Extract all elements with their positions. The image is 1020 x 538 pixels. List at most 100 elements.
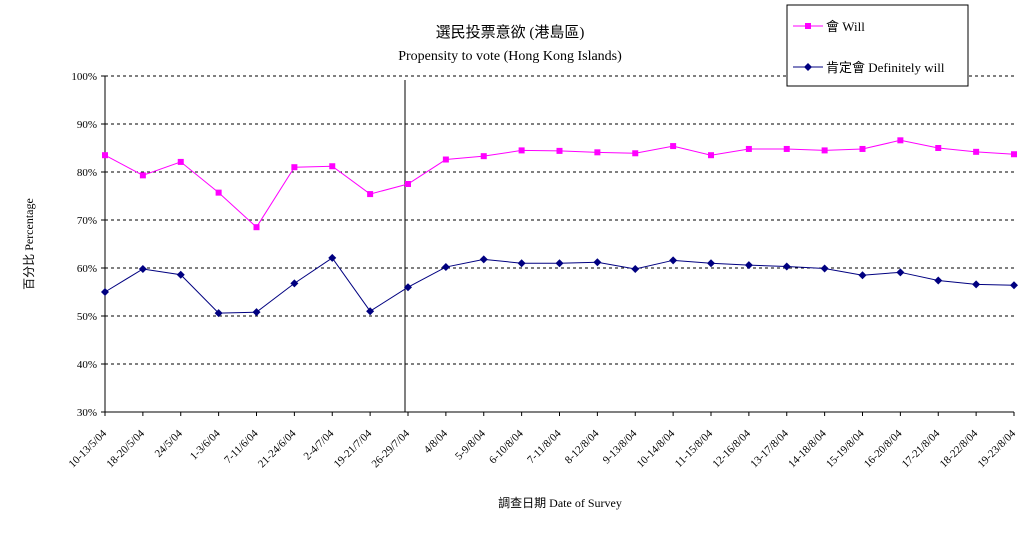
definitely-will-data-point (934, 276, 943, 285)
x-tick-label: 12-16/8/04 (710, 427, 753, 470)
y-tick-label: 80% (77, 167, 97, 179)
x-tick-label: 2-4/7/04 (302, 427, 337, 462)
gridlines (105, 75, 1014, 365)
definitely-will-data-point (896, 268, 905, 277)
x-axis-label: 調查日期 Date of Survey (498, 496, 622, 510)
will-data-point (745, 145, 752, 152)
definitely-will-data-point (744, 261, 753, 270)
will-data-point (367, 191, 374, 198)
x-tick-label: 11-15/8/04 (673, 427, 716, 470)
definitely-will-data-point (290, 279, 299, 288)
x-tick-label: 5-9/8/04 (453, 427, 488, 462)
will-data-point (594, 149, 601, 156)
will-data-point (821, 147, 828, 154)
definitely-will-data-point (593, 258, 602, 267)
legend-will-marker (805, 23, 811, 29)
definitely-will-data-point (404, 283, 412, 292)
legend-definitely-label: 肯定會 Definitely will (826, 60, 945, 75)
definitely-will-data-point (631, 264, 640, 273)
y-tick-labels: 30% 40% 50% 60% 70% 80% 90% 100% (71, 71, 97, 419)
chart-subtitle: Propensity to vote (Hong Kong Islands) (398, 49, 622, 64)
will-data-point (632, 150, 639, 157)
definitely-will-data-point (479, 255, 488, 264)
chart-title: 選民投票意欲 (港島區) (436, 23, 585, 41)
x-tick-label: 4/8/04 (422, 427, 451, 456)
will-data-point (253, 224, 260, 231)
definitely-will-data-point (366, 307, 375, 316)
x-tick-label: 26-29/7/04 (369, 427, 412, 470)
y-tick-label: 30% (77, 407, 97, 419)
will-data-point (783, 145, 790, 152)
will-data-point (215, 189, 222, 196)
y-tick-label: 100% (71, 71, 97, 83)
x-tick-label: 18-22/8/04 (938, 427, 981, 470)
x-tick-label: 13-17/8/04 (748, 427, 791, 470)
definitely-will-data-point (820, 264, 829, 273)
will-data-point (139, 172, 146, 179)
will-data-point (935, 145, 942, 151)
definitely-will-data-point (782, 262, 791, 271)
definitely-will-data-point (328, 253, 337, 262)
legend: 會 Will 肯定會 Definitely will (786, 4, 969, 87)
will-data-point (480, 153, 487, 160)
x-tick-label: 19-21/7/04 (332, 427, 375, 470)
x-tick-label: 7-11/6/04 (222, 427, 261, 466)
x-tick-label: 10-14/8/04 (635, 427, 678, 470)
definitely-will-data-point (176, 270, 185, 279)
definitely-will-data-point (707, 259, 715, 268)
x-tick-label: 21-24/6/04 (256, 427, 299, 470)
x-tick-label: 16-20/8/04 (862, 427, 905, 470)
will-data-point (102, 152, 108, 159)
legend-will-label: 會 Will (826, 19, 865, 34)
definitely-will-data-point (214, 309, 223, 318)
x-tick-label: 17-21/8/04 (900, 427, 943, 470)
will-data-point (405, 181, 411, 187)
series-lines (101, 137, 1018, 318)
will-data-point (708, 152, 714, 159)
will-data-point (556, 147, 563, 154)
x-tick-label: 14-18/8/04 (786, 427, 829, 470)
will-data-point (670, 143, 677, 150)
will-data-point (329, 163, 336, 170)
will-data-point (973, 148, 980, 155)
legend-definitely-marker (804, 63, 812, 71)
x-tick-label: 8-12/8/04 (563, 427, 602, 466)
x-tick-label: 19-23/8/04 (975, 427, 1018, 470)
definitely-will-data-point (858, 271, 867, 280)
will-data-point (518, 147, 525, 154)
will-data-point (859, 145, 866, 152)
definitely-will-data-point (555, 259, 564, 268)
y-tick-label: 40% (77, 359, 97, 371)
y-axis-label: 百分比 Percentage (22, 198, 36, 290)
definitely-will-data-point (101, 288, 109, 296)
legend-box (786, 4, 969, 87)
will-data-point (1011, 151, 1017, 158)
x-tick-label: 24/5/04 (153, 427, 186, 460)
will-data-point (897, 137, 904, 144)
definitely-will-data-point (1010, 281, 1018, 290)
x-tick-label: 18-20/5/04 (104, 427, 147, 470)
x-tick-label: 9-13/8/04 (601, 427, 640, 466)
x-tick-label: 15-19/8/04 (824, 427, 867, 470)
y-tick-label: 90% (77, 119, 97, 131)
y-tick-label: 60% (77, 263, 97, 275)
y-tick-label: 70% (77, 215, 97, 227)
definitely-will-data-point (138, 264, 147, 273)
definitely-will-data-point (517, 259, 526, 268)
axes (101, 75, 1015, 416)
x-tick-label: 7-11/8/04 (525, 427, 564, 466)
definitely-will-data-point (441, 263, 450, 272)
definitely-will-data-point (669, 256, 678, 265)
will-data-point (177, 158, 184, 165)
x-tick-label: 6-10/8/04 (487, 427, 526, 466)
x-tick-label: 1-3/6/04 (188, 427, 223, 462)
y-tick-label: 50% (77, 311, 97, 323)
will-data-point (442, 156, 449, 163)
definitely-will-data-point (972, 280, 981, 289)
x-tick-label: 10-13/5/04 (66, 427, 109, 470)
will-data-point (291, 164, 298, 171)
definitely-will-data-point (252, 308, 261, 317)
